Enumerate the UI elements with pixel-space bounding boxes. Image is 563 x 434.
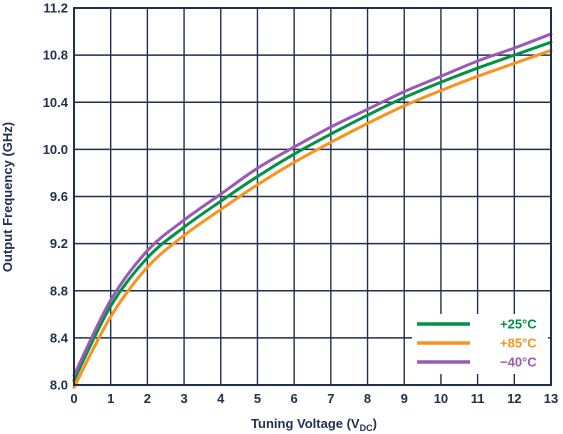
x-axis-title: Tuning Voltage (VDC) <box>251 416 377 433</box>
y-axis-title: Output Frequency (GHz) <box>0 122 15 272</box>
x-tick-label: 6 <box>291 391 298 406</box>
legend: +25°C +85°C −40°C <box>412 314 548 374</box>
y-tick-label: 10.4 <box>43 95 69 110</box>
x-tick-label: 7 <box>327 391 334 406</box>
y-tick-label: 8.8 <box>50 283 68 298</box>
x-tick-label: 10 <box>434 391 448 406</box>
x-tick-label: 11 <box>471 391 485 406</box>
series-line <box>72 48 553 389</box>
x-tick-labels: 0 1 2 3 4 5 6 7 8 9 10 11 12 13 <box>70 391 558 406</box>
legend-label: +85°C <box>500 336 537 351</box>
x-tick-label: 2 <box>144 391 151 406</box>
series-line <box>72 40 553 382</box>
x-tick-label: 12 <box>507 391 521 406</box>
y-tick-label: 9.2 <box>50 236 68 251</box>
x-tick-label: 4 <box>217 391 225 406</box>
x-tick-label: 0 <box>70 391 77 406</box>
series-line <box>72 32 553 378</box>
y-tick-labels: 8.0 8.4 8.8 9.2 9.6 10.0 10.4 10.8 11.2 <box>43 1 69 393</box>
y-tick-label: 8.4 <box>50 330 69 345</box>
x-tick-label: 8 <box>364 391 371 406</box>
y-tick-label: 10.8 <box>43 48 68 63</box>
legend-label: −40°C <box>500 355 537 370</box>
y-tick-label: 11.2 <box>43 1 68 16</box>
y-tick-label: 8.0 <box>50 378 68 393</box>
x-tick-label: 5 <box>254 391 261 406</box>
series-lines <box>72 32 553 389</box>
plot-frame <box>73 7 552 386</box>
legend-label: +25°C <box>500 317 537 332</box>
x-tick-label: 3 <box>180 391 187 406</box>
x-tick-label: 1 <box>107 391 114 406</box>
x-tick-label: 9 <box>401 391 408 406</box>
x-tick-label: 13 <box>544 391 558 406</box>
plot-border <box>73 7 552 386</box>
y-tick-label: 10.0 <box>43 142 68 157</box>
y-tick-label: 9.6 <box>50 189 68 204</box>
